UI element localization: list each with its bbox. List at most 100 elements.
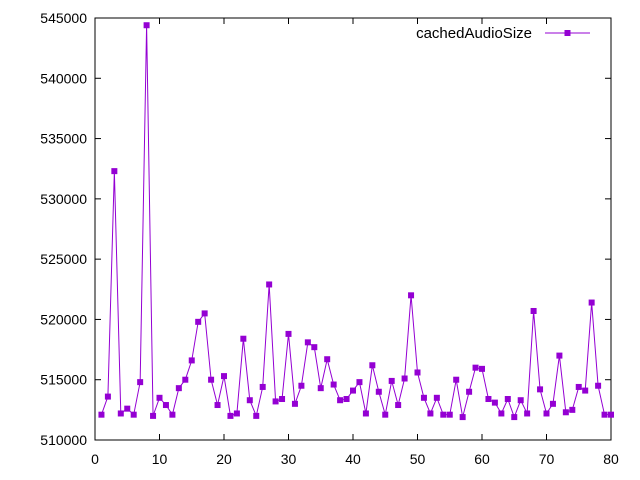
data-point (188, 357, 195, 364)
data-point (466, 388, 473, 395)
data-point (195, 318, 202, 325)
data-point (221, 373, 227, 380)
legend-label: cachedAudioSize (416, 25, 532, 42)
x-tick-label: 70 (539, 451, 555, 467)
data-point (485, 396, 492, 403)
data-point (169, 411, 176, 418)
x-tick-label: 40 (345, 451, 361, 467)
data-point (279, 396, 286, 403)
data-point (459, 414, 466, 421)
data-point (537, 386, 544, 393)
data-point (246, 397, 253, 404)
data-point (311, 344, 318, 351)
data-point (285, 330, 292, 337)
data-point (143, 22, 150, 29)
data-point (588, 299, 595, 306)
data-point (201, 310, 208, 317)
data-point (395, 402, 402, 409)
data-point (350, 387, 356, 394)
data-point (472, 364, 479, 371)
data-point (298, 382, 305, 389)
y-tick-label: 535000 (40, 131, 87, 147)
data-point (608, 411, 614, 418)
data-point (504, 396, 511, 403)
data-point (414, 369, 421, 376)
data-point (369, 362, 376, 369)
data-point (408, 292, 415, 299)
data-point (130, 411, 137, 418)
data-point (498, 410, 505, 417)
data-point (382, 411, 389, 418)
data-point (343, 396, 350, 403)
data-point (324, 356, 331, 363)
data-point (362, 410, 369, 417)
data-point (453, 376, 460, 383)
data-point (150, 412, 157, 419)
x-tick-label: 0 (91, 451, 99, 467)
data-point (304, 339, 311, 346)
y-axis: 510000 515000 520000 525000 530000 535000 5400… (40, 10, 611, 448)
data-point (446, 411, 453, 418)
data-point (156, 394, 163, 401)
data-point (433, 394, 440, 401)
data-point (124, 405, 131, 412)
data-point (562, 409, 569, 416)
data-point (595, 382, 602, 389)
y-tick-label: 515000 (40, 372, 87, 388)
x-tick-label: 30 (281, 451, 297, 467)
data-point (427, 410, 434, 417)
data-point (556, 352, 563, 359)
data-point (401, 375, 408, 382)
x-tick-label: 50 (410, 451, 426, 467)
legend: cachedAudioSize (416, 25, 590, 42)
y-tick-label: 530000 (40, 191, 87, 207)
x-tick-label: 10 (152, 451, 168, 467)
data-point (543, 410, 550, 417)
y-tick-label: 525000 (40, 251, 87, 267)
data-point (330, 381, 337, 388)
data-point (104, 393, 111, 400)
data-point (375, 388, 382, 395)
data-point (162, 402, 169, 409)
series-markers (98, 22, 614, 421)
x-axis: 0 10 20 30 40 50 60 70 80 (91, 18, 619, 467)
data-point (117, 410, 124, 417)
data-point (208, 376, 215, 383)
data-point (233, 410, 240, 417)
x-tick-label: 60 (474, 451, 490, 467)
y-tick-label: 540000 (40, 70, 87, 86)
data-point (227, 412, 234, 419)
data-point (317, 385, 324, 392)
data-point (253, 412, 260, 419)
data-point (511, 414, 518, 421)
data-point (549, 400, 556, 407)
data-point (420, 394, 427, 401)
y-tick-label: 510000 (40, 432, 87, 448)
data-point (214, 402, 221, 409)
data-point (98, 411, 105, 418)
data-point (388, 377, 395, 384)
data-point (601, 411, 608, 418)
data-point (569, 406, 576, 413)
data-point (356, 379, 363, 386)
data-point (575, 383, 582, 390)
data-point (111, 168, 118, 175)
data-point (291, 400, 298, 407)
data-point (479, 365, 485, 372)
data-point (259, 383, 266, 390)
y-tick-label: 545000 (40, 10, 87, 26)
data-point (266, 281, 273, 288)
data-point (491, 399, 498, 406)
data-point (137, 379, 144, 386)
x-tick-label: 80 (603, 451, 619, 467)
data-point (240, 335, 247, 342)
data-point (524, 410, 531, 417)
data-point (517, 397, 524, 404)
legend-marker (564, 30, 571, 36)
y-tick-label: 520000 (40, 311, 87, 327)
data-point (182, 376, 189, 383)
data-point (440, 411, 447, 418)
data-point (175, 385, 182, 392)
